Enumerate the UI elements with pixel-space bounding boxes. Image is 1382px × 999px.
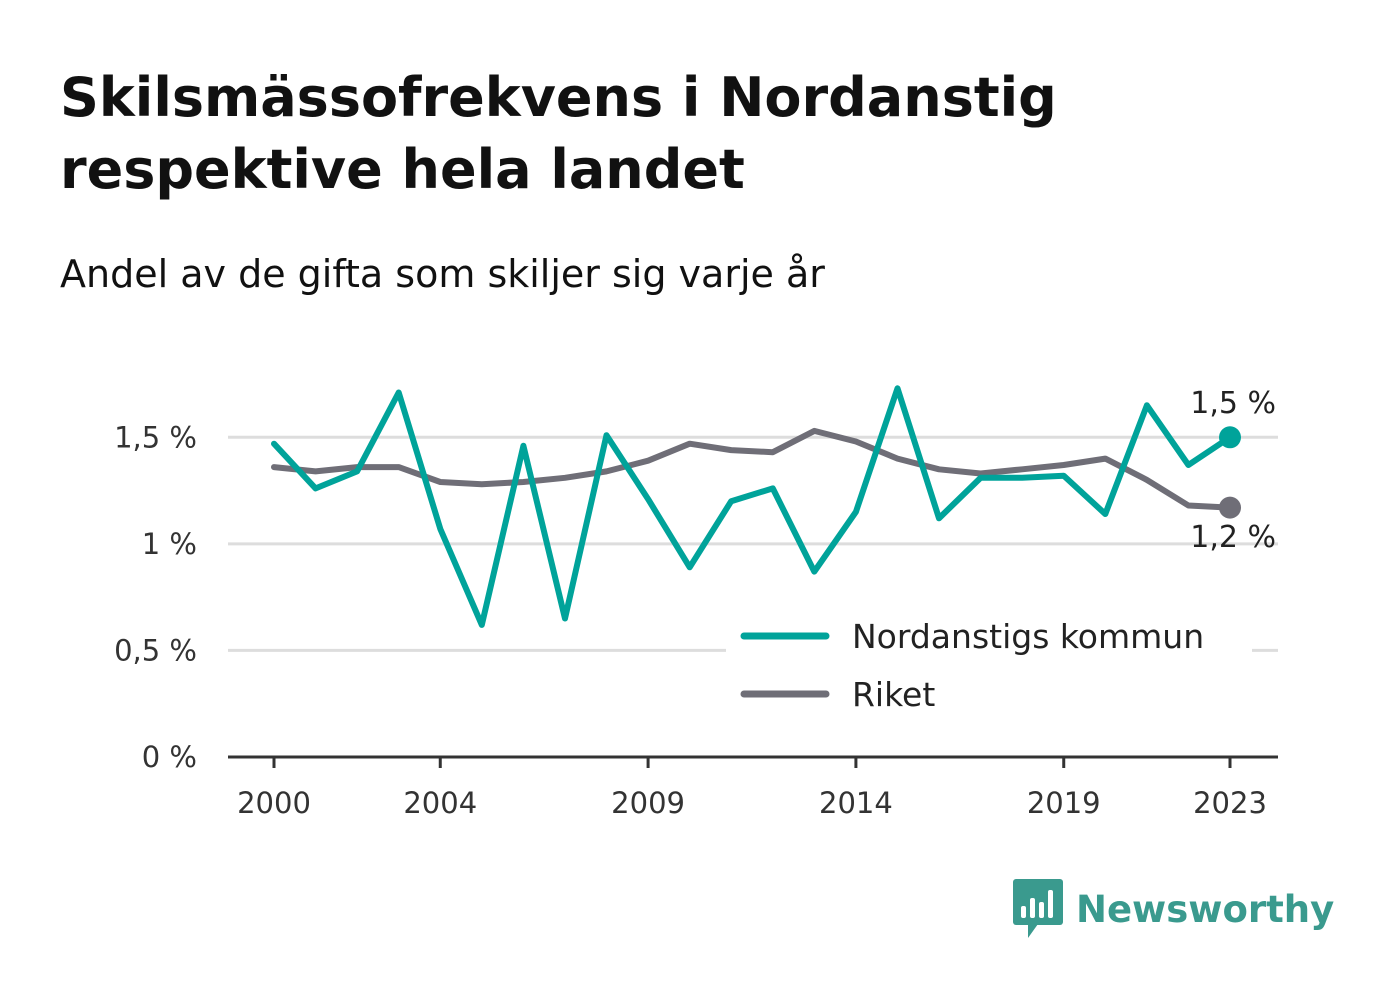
series-lines [271, 385, 1241, 628]
axes: 0 % 0,5 % 1 % 1,5 % 2000 2004 2009 2014 2019 2023 [114, 420, 1278, 820]
chart-title: Skilsmässofrekvens i Nordanstig respekti… [60, 66, 1057, 201]
end-point-riket [1219, 496, 1241, 519]
newsworthy-logo: Newsworthy [1012, 878, 1334, 940]
end-label-nordanstig: 1,5 % [1190, 386, 1276, 421]
x-tick-label: 2009 [611, 786, 685, 820]
legend-label-riket: Riket [852, 675, 935, 714]
y-tick-label: 0,5 % [114, 633, 197, 667]
x-tick-label: 2004 [403, 786, 477, 820]
y-tick-label: 0 % [142, 740, 197, 774]
legend-label-nordanstig: Nordanstigs kommun [852, 617, 1204, 656]
end-point-nordanstig [1219, 426, 1241, 449]
x-tick-label: 2014 [819, 786, 893, 820]
chart-subtitle: Andel av de gifta som skiljer sig varje … [60, 252, 825, 296]
bar-chart-speech-bubble-icon [1013, 879, 1063, 938]
x-tick-label: 2000 [237, 786, 311, 820]
legend-background [726, 608, 1252, 726]
x-tick-label: 2023 [1193, 786, 1267, 820]
series-line-riket [271, 427, 1233, 511]
series-line-nordanstig [271, 385, 1233, 628]
brand-name: Newsworthy [1076, 887, 1335, 931]
y-tick-label: 1 % [142, 527, 197, 561]
legend: Nordanstigs kommun Riket [726, 608, 1252, 726]
y-tick-label: 1,5 % [114, 420, 197, 454]
x-tick-label: 2019 [1027, 786, 1101, 820]
end-labels: 1,5 % 1,2 % [1190, 386, 1276, 555]
end-label-riket: 1,2 % [1190, 520, 1276, 555]
